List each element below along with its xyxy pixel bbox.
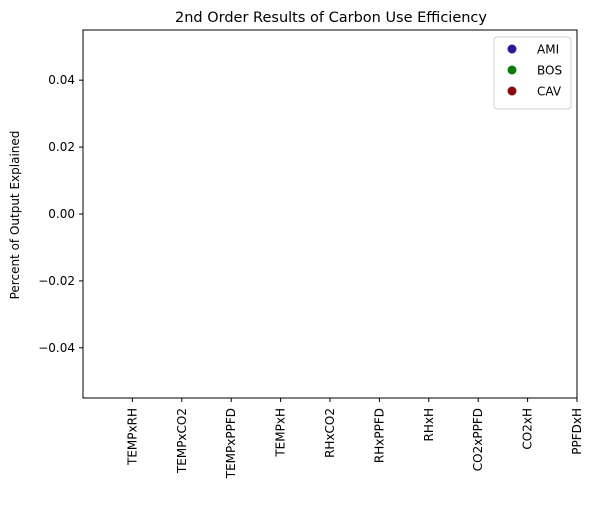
x-tick-label: RHxCO2	[323, 408, 337, 458]
x-tick-label: TEMPxH	[274, 408, 288, 458]
x-tick-label: RHxPPFD	[372, 408, 386, 463]
x-tick-label: RHxH	[422, 408, 436, 442]
legend-marker	[507, 86, 517, 96]
legend-label: AMI	[537, 43, 559, 57]
x-tick-label: CO2xPPFD	[471, 408, 485, 471]
legend-marker	[507, 65, 517, 75]
y-tick-label: 0.02	[48, 140, 75, 154]
x-axis-ticks: TEMPxRH TEMPxCO2 TEMPxPPFD TEMPxH RHxCO2 RHxP…	[125, 398, 584, 479]
y-tick-label: 0.00	[48, 207, 75, 221]
plot-area-frame	[82, 29, 578, 399]
y-tick-label: −0.04	[38, 341, 75, 355]
x-tick-label: TEMPxRH	[125, 408, 139, 466]
y-axis-label: Percent of Output Explained	[8, 131, 22, 300]
legend-label: BOS	[537, 64, 562, 78]
x-tick-label: TEMPxPPFD	[224, 408, 238, 479]
x-tick-label: CO2xH	[521, 408, 535, 450]
legend-label: CAV	[537, 85, 562, 99]
legend-items: AMI BOS CAV	[507, 43, 562, 99]
y-axis-ticks: −0.04 −0.02 0.00 0.02 0.04	[38, 73, 83, 355]
x-tick-label: PPFDxH	[570, 408, 584, 455]
chart-title: 2nd Order Results of Carbon Use Efficien…	[175, 10, 487, 26]
legend-marker	[507, 44, 517, 54]
legend: AMI BOS CAV	[493, 36, 572, 110]
y-tick-label: −0.02	[38, 274, 75, 288]
x-tick-label: TEMPxCO2	[175, 408, 189, 474]
y-tick-label: 0.04	[48, 73, 75, 87]
